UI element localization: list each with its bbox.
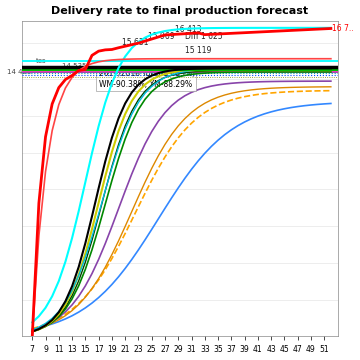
Text: 14 423: 14 423 bbox=[6, 68, 31, 75]
Text: 2017/2018 Total-89.53%,
WM-90.38%, YM-88.29%: 2017/2018 Total-89.53%, WM-90.38%, YM-88… bbox=[99, 69, 194, 89]
Text: 14 535: 14 535 bbox=[62, 63, 86, 69]
Text: 15 631: 15 631 bbox=[122, 38, 148, 47]
Text: 15 119: 15 119 bbox=[185, 46, 211, 55]
Title: Delivery rate to final production forecast: Delivery rate to final production foreca… bbox=[51, 5, 309, 15]
Text: tes: tes bbox=[36, 58, 46, 64]
Text: Diff 1 625: Diff 1 625 bbox=[185, 32, 222, 41]
Text: 16 7..: 16 7.. bbox=[332, 24, 354, 33]
Text: 15 969: 15 969 bbox=[148, 32, 175, 41]
Text: 16 413: 16 413 bbox=[175, 25, 202, 34]
